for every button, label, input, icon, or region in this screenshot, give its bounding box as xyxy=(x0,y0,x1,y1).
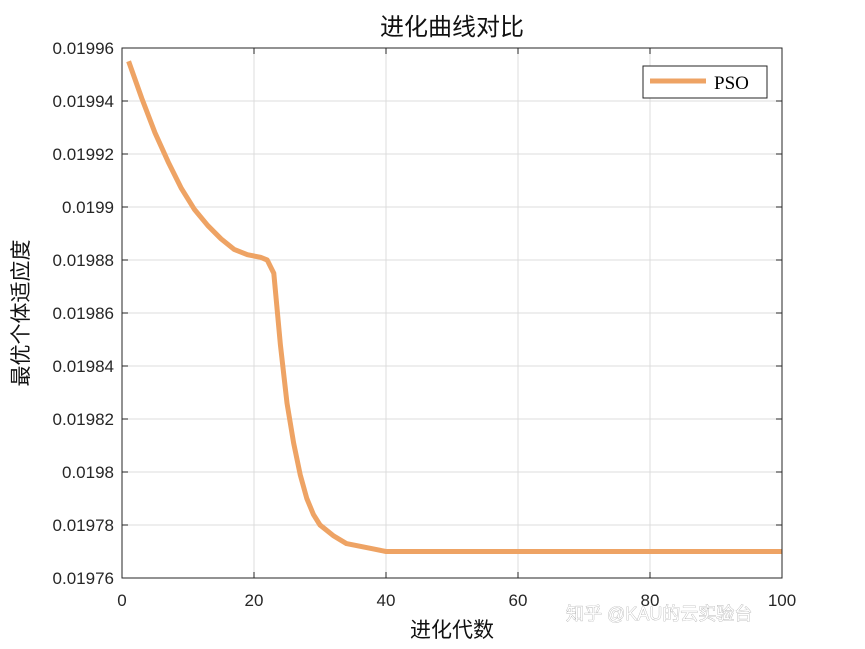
y-tick-label: 0.0199 xyxy=(62,198,114,217)
y-tick-labels: 0.01976 0.01978 0.0198 0.01982 0.01984 0.0198… xyxy=(53,39,114,588)
series-layer xyxy=(126,60,782,554)
y-tick-label: 0.01992 xyxy=(53,145,114,164)
x-tick-label: 80 xyxy=(641,591,660,610)
x-tick-labels: 0 20 40 60 80 100 xyxy=(117,591,796,610)
x-tick-label: 60 xyxy=(509,591,528,610)
tick-marks xyxy=(121,47,783,579)
y-tick-label: 0.01986 xyxy=(53,304,114,323)
x-tick-label: 40 xyxy=(377,591,396,610)
chart-title: 进化曲线对比 xyxy=(380,14,524,41)
x-tick-label: 20 xyxy=(245,591,264,610)
y-tick-label: 0.01982 xyxy=(53,410,114,429)
watermark: 知乎 @KAU的云实验台 xyxy=(566,604,752,624)
x-tick-label: 0 xyxy=(117,591,126,610)
y-tick-label: 0.01984 xyxy=(53,357,114,376)
y-tick-label: 0.01978 xyxy=(53,516,114,535)
x-tick-label: 100 xyxy=(768,591,796,610)
y-tick-label: 0.01976 xyxy=(53,569,114,588)
y-axis-label: 最优个体适应度 xyxy=(9,240,33,387)
y-tick-label: 0.0198 xyxy=(62,463,114,482)
legend-label-pso: PSO xyxy=(714,73,749,94)
y-tick-label: 0.01988 xyxy=(53,251,114,270)
series-line-pso xyxy=(126,60,782,554)
x-axis-label: 进化代数 xyxy=(410,618,494,642)
legend: PSO xyxy=(642,65,768,99)
y-tick-label: 0.01994 xyxy=(53,92,114,111)
y-tick-label: 0.01996 xyxy=(53,39,114,58)
